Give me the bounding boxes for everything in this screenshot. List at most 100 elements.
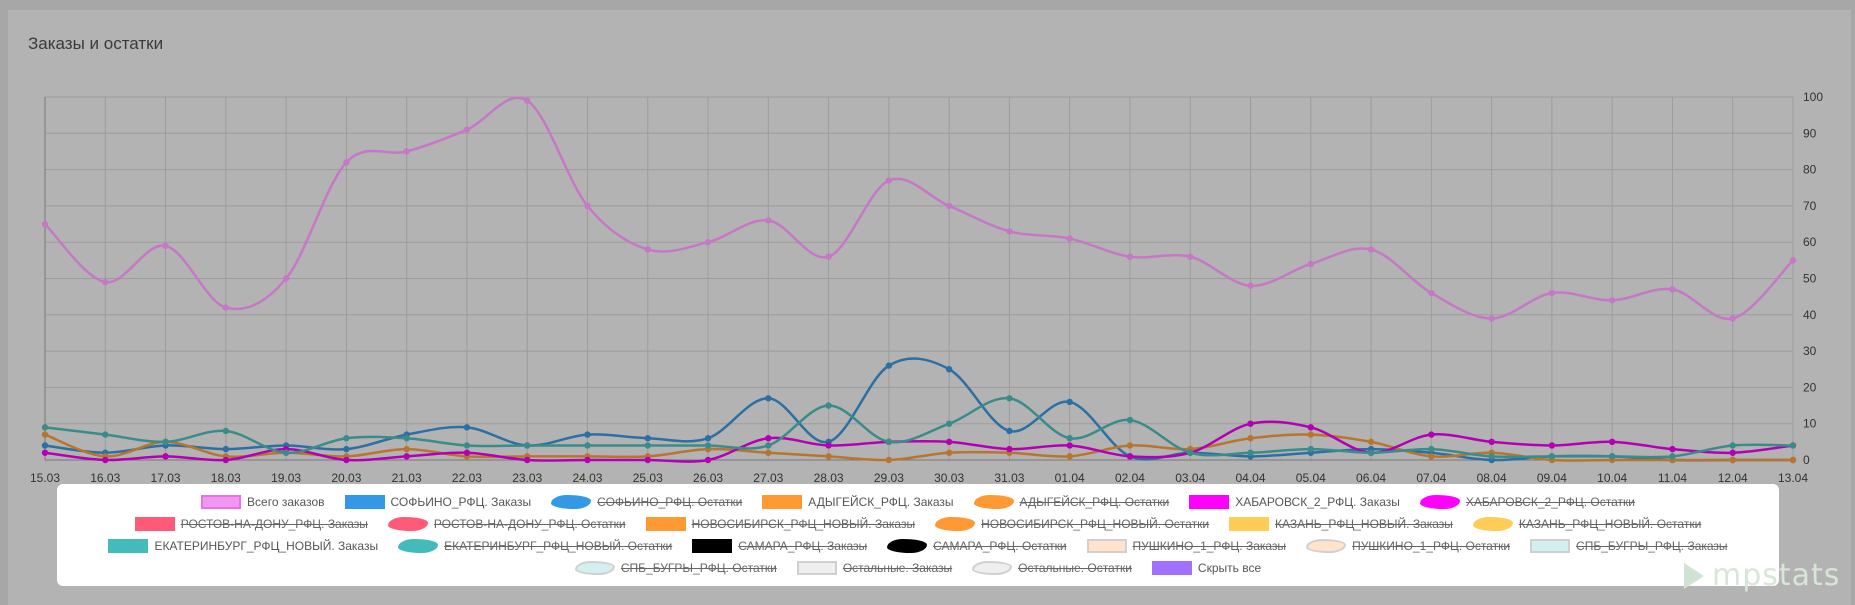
legend-item[interactable]: Скрыть все — [1151, 559, 1261, 578]
data-point-s3 — [162, 453, 169, 460]
legend-swatch — [1189, 495, 1230, 509]
x-tick-label: 07.04 — [1416, 471, 1446, 485]
data-point-s1 — [1006, 427, 1013, 435]
legend-item[interactable]: СПБ_БУГРЫ_РФЦ. Остатки — [574, 559, 777, 578]
data-point-s0 — [102, 278, 109, 286]
data-point-s2 — [1247, 435, 1254, 442]
data-point-s0 — [1247, 282, 1254, 289]
legend-label: ПУШКИНО_1_РФЦ. Заказы — [1132, 539, 1287, 553]
legend-swatch — [973, 495, 1014, 509]
legend-swatch — [387, 517, 428, 531]
legend-item[interactable]: ЕКАТЕРИНБУРГ_РФЦ_НОВЫЙ. Остатки — [398, 537, 672, 556]
data-point-s2 — [1066, 453, 1073, 460]
legend-swatch — [398, 539, 439, 553]
y-tick-label: 10 — [1803, 417, 1817, 431]
legend-item[interactable]: Остальные. Остатки — [972, 559, 1132, 578]
data-point-s3 — [1729, 449, 1736, 456]
data-point-s0 — [1608, 297, 1616, 304]
legend-swatch — [574, 561, 615, 575]
data-point-s0 — [343, 159, 350, 166]
data-point-s0 — [1548, 289, 1556, 297]
data-point-s4 — [765, 442, 772, 449]
legend-swatch — [1086, 539, 1127, 553]
data-point-s3 — [343, 456, 350, 464]
data-point-s1 — [644, 435, 651, 442]
legend-item[interactable]: КАЗАНЬ_РФЦ_НОВЫЙ. Остатки — [1472, 515, 1701, 534]
legend-item[interactable]: НОВОСИБИРСК_РФЦ_НОВЫЙ. Заказы — [645, 515, 915, 534]
legend-item[interactable]: Остальные. Заказы — [796, 559, 952, 578]
data-point-s4 — [644, 442, 651, 449]
data-point-s2 — [403, 445, 410, 453]
legend-swatch — [1229, 517, 1270, 531]
legend-item[interactable]: САМАРА_РФЦ. Заказы — [692, 537, 867, 556]
legend-label: АДЫГЕЙСК_РФЦ. Остатки — [1019, 495, 1170, 509]
data-point-s2 — [1367, 438, 1375, 446]
data-point-s2 — [1789, 456, 1797, 464]
x-tick-label: 19.03 — [271, 471, 301, 485]
x-tick-label: 10.04 — [1597, 471, 1627, 485]
legend-label: СПБ_БУГРЫ_РФЦ. Заказы — [1576, 539, 1728, 553]
legend-item[interactable]: СОФЬИНО_РФЦ. Остатки — [551, 493, 742, 512]
x-tick-label: 09.04 — [1537, 471, 1567, 485]
legend-item[interactable]: Всего заказов — [201, 493, 325, 512]
data-point-s3 — [765, 435, 772, 442]
data-point-s3 — [1247, 420, 1254, 427]
data-point-s4 — [1729, 442, 1736, 449]
series-line-4 — [44, 397, 1794, 459]
y-tick-label: 60 — [1803, 235, 1817, 249]
legend-swatch — [887, 539, 928, 553]
legend-item[interactable]: КАЗАНЬ_РФЦ_НОВЫЙ. Заказы — [1229, 515, 1453, 534]
legend-label: КАЗАНЬ_РФЦ_НОВЫЙ. Заказы — [1275, 517, 1453, 531]
legend-item[interactable]: РОСТОВ-НА-ДОНУ_РФЦ. Остатки — [387, 515, 626, 534]
data-point-s1 — [765, 395, 772, 402]
data-point-s4 — [1247, 449, 1254, 456]
legend-item[interactable]: САМАРА_РФЦ. Остатки — [887, 537, 1067, 556]
x-tick-label: 18.03 — [211, 471, 241, 485]
legend-swatch — [645, 517, 686, 531]
legend-item[interactable]: ПУШКИНО_1_РФЦ. Заказы — [1086, 537, 1287, 556]
legend-item[interactable]: ХАБАРОВСК_2_РФЦ. Заказы — [1189, 493, 1400, 512]
legend-item[interactable]: АДЫГЕЙСК_РФЦ. Остатки — [973, 493, 1170, 512]
legend-swatch — [796, 561, 837, 575]
data-point-s0 — [584, 202, 591, 210]
legend-label: САМАРА_РФЦ. Остатки — [933, 539, 1067, 553]
data-point-s0 — [765, 217, 772, 224]
x-tick-label: 02.04 — [1115, 471, 1145, 485]
y-tick-label: 90 — [1803, 126, 1817, 140]
brand-name: mpstats — [1712, 558, 1841, 593]
legend-item[interactable]: ХАБАРОВСК_2_РФЦ. Остатки — [1419, 493, 1635, 512]
legend-item[interactable]: СОФЬИНО_РФЦ. Заказы — [344, 493, 531, 512]
data-point-s4 — [102, 431, 109, 438]
data-point-s1 — [945, 366, 953, 373]
legend-swatch — [935, 517, 976, 531]
data-point-s0 — [1669, 286, 1676, 293]
data-point-s0 — [1066, 235, 1073, 242]
data-point-s4 — [1548, 453, 1556, 460]
legend-label: Всего заказов — [247, 495, 325, 509]
data-point-s0 — [1428, 289, 1435, 297]
legend-item[interactable]: ЕКАТЕРИНБУРГ_РФЦ_НОВЫЙ. Заказы — [108, 537, 378, 556]
data-point-s4 — [463, 442, 471, 449]
data-point-s0 — [524, 97, 531, 104]
legend-swatch — [344, 495, 385, 509]
data-point-s1 — [343, 445, 350, 453]
legend-label: ХАБАРОВСК_2_РФЦ. Остатки — [1465, 495, 1635, 509]
x-tick-label: 28.03 — [814, 471, 844, 485]
legend-item[interactable]: РОСТОВ-НА-ДОНУ_РФЦ. Заказы — [134, 515, 368, 534]
data-point-s3 — [1066, 442, 1073, 449]
series-line-0 — [44, 96, 1794, 321]
legend-item[interactable]: АДЫГЕЙСК_РФЦ. Заказы — [762, 493, 954, 512]
x-tick-label: 06.04 — [1356, 471, 1386, 485]
data-point-s0 — [403, 148, 410, 155]
data-point-s4 — [1006, 395, 1013, 402]
legend-item[interactable]: ПУШКИНО_1_РФЦ. Остатки — [1306, 537, 1510, 556]
data-point-s1 — [222, 445, 230, 453]
data-point-s1 — [885, 362, 893, 369]
data-point-s3 — [524, 456, 531, 464]
data-point-s0 — [282, 275, 290, 282]
legend-item[interactable]: СПБ_БУГРЫ_РФЦ. Заказы — [1530, 537, 1728, 556]
data-point-s1 — [41, 442, 49, 449]
data-point-s4 — [1488, 453, 1495, 460]
legend-item[interactable]: НОВОСИБИРСК_РФЦ_НОВЫЙ. Остатки — [935, 515, 1209, 534]
data-point-s0 — [1367, 246, 1375, 253]
